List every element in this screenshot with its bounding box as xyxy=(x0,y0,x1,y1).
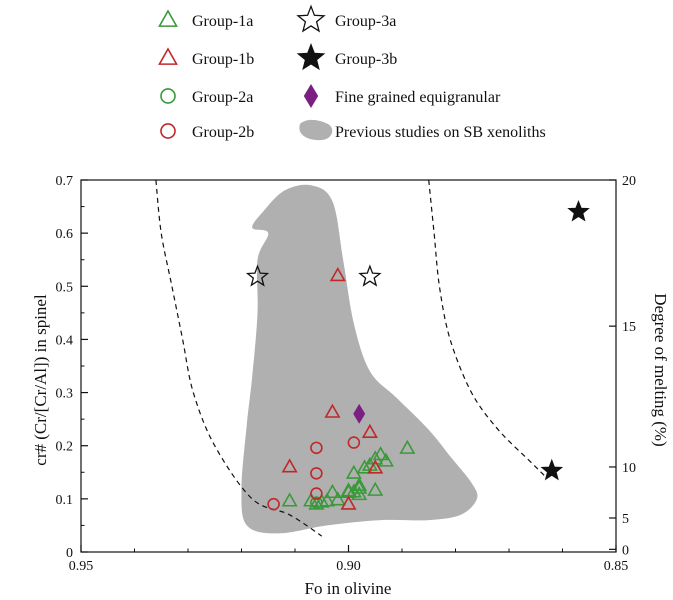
point-group-2b xyxy=(310,467,323,480)
legend: Group-1a Group-1b Group-2a Group-2b Group-3a… xyxy=(158,4,546,141)
point-group-1a xyxy=(377,452,394,467)
y-tick-label: 0.5 xyxy=(56,280,74,295)
y-tick-label: 0 xyxy=(66,546,73,561)
point-group-1a xyxy=(351,485,368,501)
legend-label: Group-3a xyxy=(335,13,396,30)
y-axis-label: cr# (Cr/[Cr/Al]) in spinel xyxy=(31,294,50,466)
legend-label: Fine grained equigranular xyxy=(335,89,501,106)
legend-label: Group-3b xyxy=(335,51,397,68)
y2-tick-label: 10 xyxy=(622,461,636,476)
point-group-1a xyxy=(308,495,325,510)
legend-marker-fine-grained-equigranular xyxy=(303,84,319,108)
point-group-2a xyxy=(310,496,323,509)
point-group-1b xyxy=(329,267,346,282)
melting-curve-2 xyxy=(428,179,547,479)
data-points xyxy=(245,200,590,511)
point-group-2b xyxy=(267,497,280,511)
point-group-1b xyxy=(340,495,357,510)
legend-marker-group-3b xyxy=(296,42,326,71)
point-group-3a xyxy=(245,264,270,287)
x-tick-label: 0.95 xyxy=(69,559,94,574)
melting-curves xyxy=(155,179,547,537)
y2-tick-label: 20 xyxy=(622,174,636,189)
legend-label: Group-2b xyxy=(192,124,254,141)
x-tick-label: 0.90 xyxy=(336,559,361,574)
point-group-1a xyxy=(356,459,373,474)
previous-studies-region xyxy=(241,184,478,534)
x-axis-label: Fo in olivine xyxy=(305,579,392,598)
point-group-2b xyxy=(310,487,323,500)
point-group-3a xyxy=(358,264,382,287)
y2-tick-label: 5 xyxy=(622,512,629,527)
point-fine-grained-equigranular xyxy=(353,403,366,424)
legend-label: Group-1b xyxy=(192,51,254,68)
point-group-1a xyxy=(324,483,341,499)
point-group-1a xyxy=(281,492,298,507)
legend-label: Group-1a xyxy=(192,13,253,30)
point-group-1b xyxy=(324,403,341,418)
y-tick-label: 0.2 xyxy=(56,440,74,455)
secondary-y-axis-label: Degree of melting (%) xyxy=(651,293,670,446)
point-group-1a xyxy=(399,439,416,454)
legend-marker-group-2b xyxy=(160,123,176,139)
legend-marker-group-2a xyxy=(160,88,176,104)
y2-tick-label: 15 xyxy=(622,320,636,335)
y-tick-label: 0.4 xyxy=(56,333,74,348)
legend-label: Group-2a xyxy=(192,89,253,106)
region-shape xyxy=(241,184,478,534)
point-group-2b xyxy=(310,441,323,455)
legend-marker-region xyxy=(299,119,333,141)
point-group-1a xyxy=(367,481,384,496)
y-tick-label: 0.6 xyxy=(56,227,74,242)
point-group-1b xyxy=(281,458,298,473)
y-tick-label: 0.7 xyxy=(56,174,74,189)
legend-marker-group-1b xyxy=(158,47,178,65)
point-group-1b xyxy=(361,423,378,438)
legend-marker-group-3a xyxy=(296,4,326,33)
point-group-1a xyxy=(367,450,384,465)
melting-curve-1 xyxy=(155,179,323,537)
point-group-1a xyxy=(345,464,362,479)
point-group-2b xyxy=(347,436,361,449)
point-group-1a xyxy=(351,476,368,492)
x-tick-label: 0.85 xyxy=(604,559,629,574)
y-tick-label: 0.3 xyxy=(56,387,74,402)
point-group-1a xyxy=(372,446,389,461)
point-group-1a xyxy=(329,491,346,506)
point-group-3b xyxy=(567,200,590,222)
point-group-3b xyxy=(540,458,564,481)
legend-marker-group-1a xyxy=(158,9,178,27)
y-tick-label: 0.1 xyxy=(56,493,74,508)
point-group-1b xyxy=(367,459,384,474)
legend-label: Previous studies on SB xenoliths xyxy=(335,124,546,141)
y2-tick-label: 0 xyxy=(622,543,629,558)
